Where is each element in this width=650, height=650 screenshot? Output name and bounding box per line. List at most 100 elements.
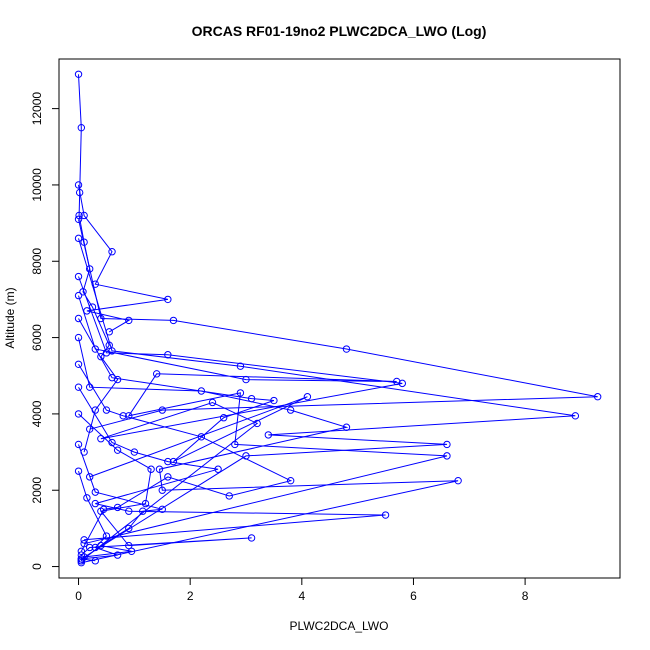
data-point: [152, 370, 161, 378]
x-tick-label: 2: [187, 589, 194, 603]
data-point: [102, 349, 111, 357]
data-point: [77, 123, 86, 132]
data-point: [164, 473, 172, 481]
data-point: [108, 248, 116, 256]
data-point: [97, 435, 105, 443]
data-point: [242, 375, 250, 384]
data-point: [86, 265, 94, 273]
data-point: [236, 389, 245, 397]
data-point: [80, 211, 88, 220]
data-point: [381, 511, 390, 519]
data-point: [125, 524, 133, 533]
series-line-4: [78, 238, 576, 560]
data-point: [197, 433, 206, 441]
data-point: [74, 234, 83, 243]
data-point: [83, 494, 91, 502]
data-point: [155, 465, 164, 473]
data-point: [113, 446, 122, 454]
data-point: [236, 362, 245, 370]
data-point: [197, 387, 206, 395]
y-tick-label: 4000: [30, 400, 44, 427]
y-tick-label: 10000: [30, 168, 44, 202]
x-tick-label: 0: [75, 589, 82, 603]
data-point: [91, 488, 99, 496]
data-point: [91, 345, 99, 353]
data-point: [593, 393, 602, 401]
data-point: [164, 295, 172, 304]
data-point: [127, 547, 136, 555]
data-point: [164, 351, 172, 359]
data-point: [75, 211, 83, 220]
data-point: [74, 291, 83, 300]
data-point: [77, 559, 86, 567]
data-point: [74, 314, 83, 323]
data-point: [108, 373, 116, 382]
data-point: [286, 406, 295, 414]
data-point: [125, 412, 133, 420]
data-point: [74, 215, 83, 223]
data-point: [443, 440, 451, 449]
data-point: [141, 499, 150, 508]
data-point: [74, 360, 83, 368]
data-point: [91, 499, 99, 508]
data-point: [91, 557, 99, 565]
series-line-2: [78, 184, 169, 333]
data-point: [253, 419, 261, 428]
data-point: [571, 412, 580, 420]
data-point: [97, 314, 105, 323]
series-line-9: [78, 364, 293, 552]
data-point: [74, 181, 83, 189]
data-point: [91, 543, 99, 552]
data-point: [158, 505, 166, 514]
data-point: [74, 383, 83, 391]
data-point: [247, 534, 256, 542]
x-axis: 0 2 4 6 8: [75, 577, 529, 603]
data-point: [286, 476, 295, 485]
data-series-group: [74, 70, 602, 567]
series-line-10: [78, 386, 386, 541]
data-point: [102, 532, 111, 540]
x-tick-label: 4: [298, 589, 305, 603]
x-tick-label: 6: [410, 589, 417, 603]
series-line-12: [78, 444, 163, 562]
series-line-1: [78, 74, 119, 453]
data-point: [74, 333, 83, 342]
data-point: [125, 316, 133, 325]
data-point: [169, 316, 178, 325]
data-point: [214, 465, 222, 473]
plot-frame: [58, 58, 621, 579]
data-point: [74, 410, 83, 418]
data-point: [393, 377, 401, 386]
data-point: [270, 396, 278, 405]
data-point: [208, 398, 217, 407]
y-axis-label: Altitude (m): [3, 287, 17, 348]
data-point: [77, 557, 86, 565]
data-point: [342, 345, 351, 353]
data-point: [74, 440, 83, 449]
data-point: [86, 543, 94, 552]
data-point: [125, 507, 133, 515]
series-line-13: [78, 470, 118, 562]
data-point: [219, 414, 228, 422]
series-line-3: [78, 219, 598, 430]
data-point: [119, 412, 127, 420]
y-tick-label: 2000: [30, 477, 44, 504]
data-point: [97, 507, 105, 515]
series-line-11: [78, 413, 252, 556]
data-point: [97, 352, 105, 361]
data-point: [303, 393, 312, 401]
x-axis-label: PLWC2DCA_LWO: [290, 619, 389, 633]
data-point: [164, 457, 172, 466]
data-point: [102, 406, 111, 414]
x-tick-label: 8: [522, 589, 529, 603]
data-point: [77, 555, 86, 563]
data-point: [139, 507, 147, 515]
data-point: [125, 541, 133, 550]
chart-title: ORCAS RF01-19no2 PLWC2DCA_LWO (Log): [192, 23, 487, 39]
data-point: [147, 465, 155, 473]
data-point: [74, 467, 83, 475]
data-point: [158, 486, 166, 494]
y-tick-label: 12000: [30, 92, 44, 126]
y-tick-label: 8000: [30, 248, 44, 275]
